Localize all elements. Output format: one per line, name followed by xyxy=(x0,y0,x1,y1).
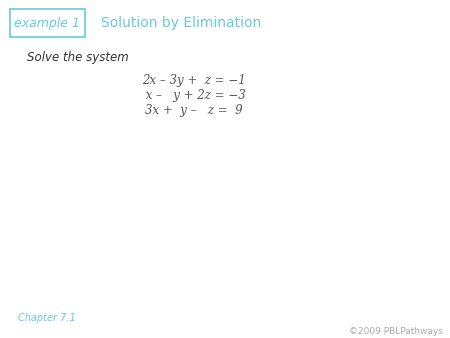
Text: Solution by Elimination: Solution by Elimination xyxy=(101,16,261,30)
Text: ©2009 PBLPathways: ©2009 PBLPathways xyxy=(349,328,443,336)
FancyBboxPatch shape xyxy=(10,9,85,37)
Text: example 1: example 1 xyxy=(14,17,81,30)
Text: Solve the system: Solve the system xyxy=(27,51,129,64)
Text: Chapter 7.1: Chapter 7.1 xyxy=(18,313,76,323)
Text: x –   y + 2z = −3: x – y + 2z = −3 xyxy=(142,89,245,102)
Text: 3x +  y –   z =  9: 3x + y – z = 9 xyxy=(145,104,242,117)
Text: 2x – 3y +  z = −1: 2x – 3y + z = −1 xyxy=(142,74,245,87)
